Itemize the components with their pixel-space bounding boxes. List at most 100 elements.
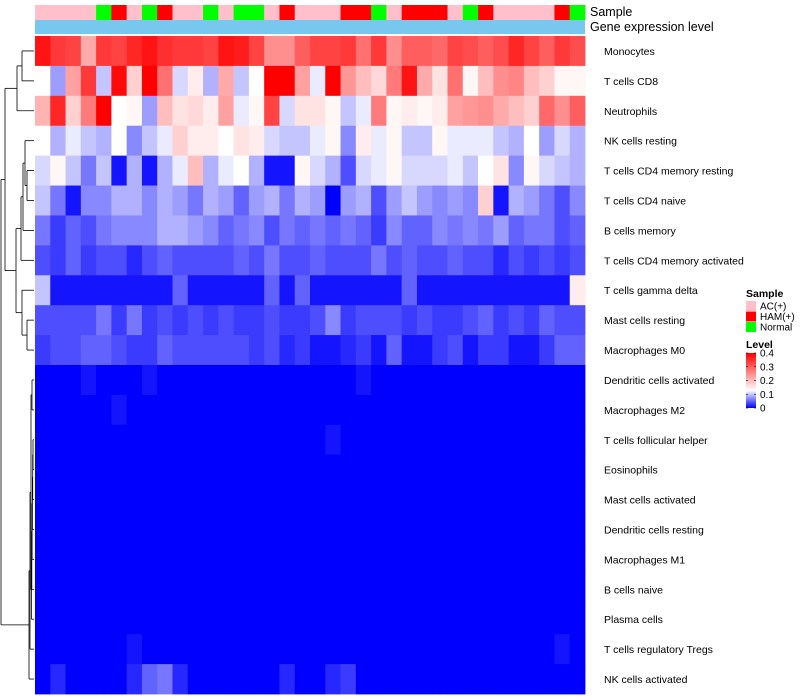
heatmap-cell — [462, 215, 479, 246]
heatmap-cell — [35, 604, 51, 635]
heatmap-cell — [325, 305, 341, 336]
heatmap-cell — [386, 95, 403, 127]
heatmap-cell — [279, 365, 296, 396]
heatmap-cell — [447, 574, 464, 605]
heatmap-cell — [111, 484, 128, 515]
heatmap-cell — [294, 36, 311, 67]
heatmap-cell — [310, 394, 326, 426]
heatmap-cell — [310, 574, 326, 605]
heatmap-cell — [233, 365, 250, 396]
heatmap-cell — [248, 185, 265, 216]
heatmap-cell — [248, 424, 265, 456]
heatmap-cell — [65, 514, 82, 545]
heatmap-cell — [65, 245, 82, 276]
heatmap-cell — [386, 185, 403, 216]
heatmap-cell — [432, 185, 448, 216]
heatmap-cell — [416, 484, 433, 515]
sample-cell — [187, 5, 204, 20]
heatmap-cell — [264, 335, 280, 366]
heatmap-cell — [554, 125, 571, 157]
heatmap-cell — [416, 394, 433, 426]
heatmap-cell — [416, 305, 433, 336]
sample-cell — [80, 5, 97, 20]
heatmap-cell — [539, 424, 555, 456]
heatmap-cell — [187, 365, 204, 396]
heatmap-cell — [35, 394, 51, 426]
heatmap-cell — [401, 65, 418, 97]
heatmap-cell — [111, 544, 128, 575]
gene-expression-level-bar — [35, 20, 585, 34]
heatmap-cell — [539, 245, 555, 276]
heatmap-cell — [187, 215, 204, 246]
heatmap-cell — [50, 275, 66, 306]
legend: Sample AC(+)HAM(+)Normal Level 0.4 0.3 0.2… — [746, 288, 795, 415]
heatmap-cell — [111, 335, 128, 366]
heatmap-cell — [493, 544, 510, 575]
heatmap-cell — [569, 365, 586, 396]
heatmap-cell — [478, 664, 494, 695]
heatmap-cell — [554, 604, 571, 635]
heatmap-cell — [172, 634, 189, 665]
heatmap-cell — [203, 155, 219, 186]
heatmap-cell — [554, 155, 571, 186]
heatmap-cell — [310, 424, 326, 456]
heatmap-cell — [218, 574, 235, 605]
heatmap-cell — [493, 185, 510, 216]
heatmap-cell — [172, 664, 189, 695]
heatmap-cell — [371, 394, 387, 426]
heatmap-cell — [96, 454, 112, 486]
row-label: Macrophages M1 — [604, 554, 685, 566]
row-label: Macrophages M0 — [604, 345, 685, 357]
sample-cell — [264, 5, 280, 20]
heatmap-cell — [218, 634, 235, 665]
heatmap-cell — [264, 95, 280, 127]
heatmap-cell — [233, 305, 250, 336]
heatmap-cell — [50, 155, 66, 186]
row-label: Mast cells resting — [604, 315, 685, 327]
heatmap-cell — [111, 574, 128, 605]
heatmap-cell — [157, 544, 173, 575]
heatmap-cell — [294, 604, 311, 635]
heatmap-cell — [325, 95, 341, 127]
heatmap-cell — [203, 305, 219, 336]
heatmap-cell — [126, 424, 143, 456]
heatmap-cell — [248, 514, 265, 545]
heatmap-cell — [96, 185, 112, 216]
heatmap-cell — [523, 36, 540, 67]
heatmap-cell — [172, 394, 189, 426]
heatmap-cell — [340, 65, 357, 97]
heatmap-cell — [569, 484, 586, 515]
heatmap-cell — [279, 125, 296, 157]
heatmap-cell — [432, 215, 448, 246]
heatmap-cell — [325, 514, 341, 545]
heatmap-cell — [80, 125, 97, 157]
heatmap-cell — [96, 634, 112, 665]
heatmap-cell — [80, 95, 97, 127]
heatmap-cell — [478, 95, 494, 127]
heatmap-cell — [462, 544, 479, 575]
heatmap-cell — [493, 155, 510, 186]
heatmap-cell — [141, 185, 158, 216]
heatmap-cell — [65, 454, 82, 486]
heatmap-cell — [340, 245, 357, 276]
heatmap-cell — [325, 36, 341, 67]
heatmap-cell — [569, 604, 586, 635]
heatmap-cell — [157, 514, 173, 545]
heatmap-cell — [539, 215, 555, 246]
heatmap-cell — [478, 424, 494, 456]
heatmap-cell — [172, 185, 189, 216]
heatmap-cell — [508, 275, 525, 306]
heatmap-cell — [432, 664, 448, 695]
heatmap-cell — [355, 36, 372, 67]
heatmap-cell — [554, 275, 571, 306]
heatmap-cell — [386, 454, 403, 486]
heatmap-cell — [401, 305, 418, 336]
heatmap-cell — [310, 275, 326, 306]
sample-cell — [96, 5, 112, 20]
heatmap-cell — [218, 424, 235, 456]
heatmap-cell — [416, 544, 433, 575]
sample-cell — [355, 5, 372, 20]
heatmap-cell — [539, 544, 555, 575]
sample-cell — [111, 5, 128, 20]
heatmap-cell — [416, 65, 433, 97]
